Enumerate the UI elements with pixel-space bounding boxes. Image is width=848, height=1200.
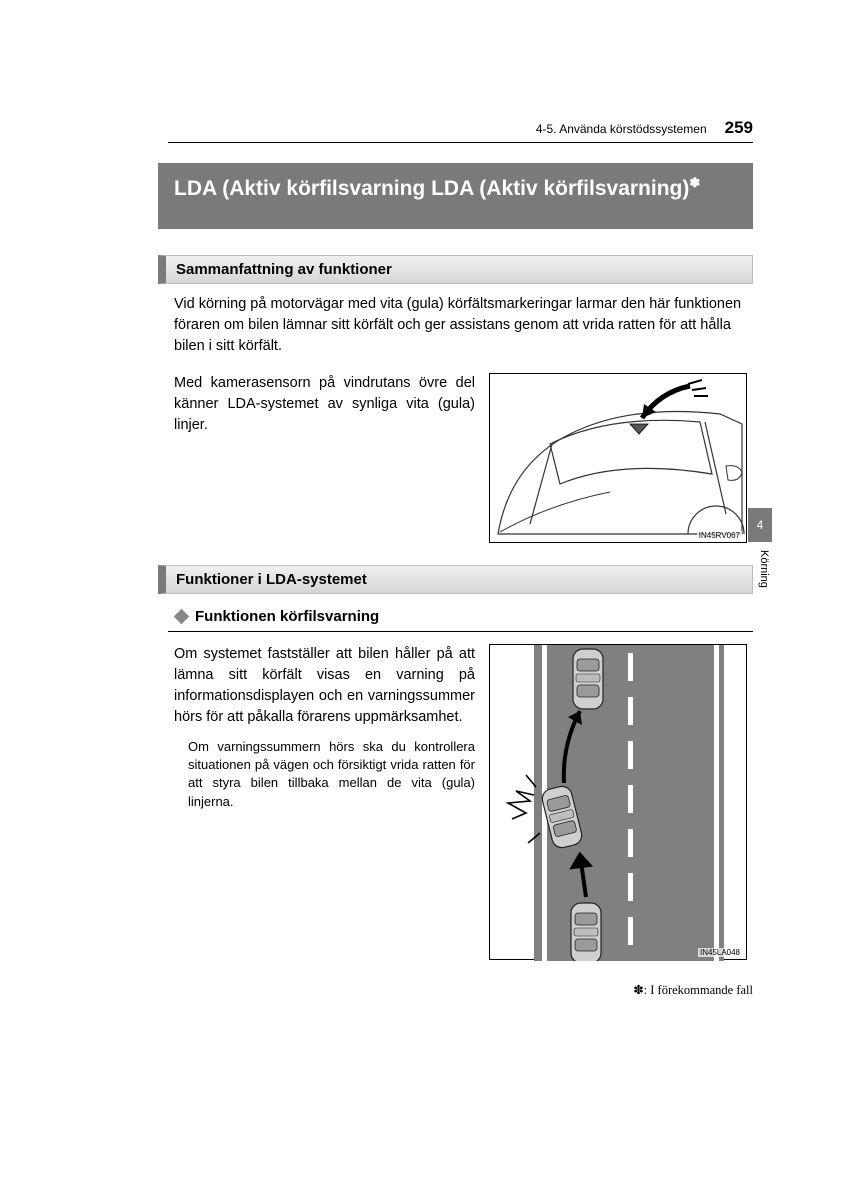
page-number: 259 [725,118,753,138]
diamond-bullet-icon [174,609,190,625]
chapter-title-block: LDA (Aktiv körfilsvarning LDA (Aktiv kör… [158,163,753,229]
side-tab-label: Körning [758,550,770,588]
lane-warning-text-col: Om systemet fastställer att bilen håller… [174,644,475,960]
chapter-title: LDA (Aktiv körfilsvarning LDA (Aktiv kör… [174,175,737,202]
footnote-marker: ✽ [689,175,700,190]
side-tab-number: 4 [757,518,764,532]
intro-paragraph: Vid körning på motorvägar med vita (gula… [174,294,747,357]
subsection-heading-text: Funktionen körfilsvarning [195,608,379,625]
lane-warning-row: Om systemet fastställer att bilen håller… [174,644,747,960]
section-heading-summary: Sammanfattning av funktioner [158,255,753,284]
side-tab: 4 [748,508,772,542]
section-path: 4-5. Använda körstödssystemen [536,122,707,136]
section-heading-functions: Funktioner i LDA-systemet [158,565,753,594]
camera-text: Med kamerasensorn på vindrutans övre del… [174,373,475,543]
camera-row: Med kamerasensorn på vindrutans övre del… [174,373,747,543]
footnote: ✽: I förekommande fall [168,982,753,998]
footnote-text: ✽: I förekommande fall [633,983,753,997]
figure-code-2: IN45LA048 [698,948,742,957]
figure-code-1: IN45RV067 [697,531,742,540]
chapter-title-text: LDA (Aktiv körfilsvarning LDA (Aktiv kör… [174,177,689,200]
figure-lane-departure: IN45LA048 [489,644,747,960]
page-header: 4-5. Använda körstödssystemen 259 [168,118,753,143]
lane-warning-subtext: Om varningssummern hörs ska du kontrolle… [174,738,475,811]
lane-warning-body: Om systemet fastställer att bilen håller… [174,644,475,728]
subsection-heading: Funktionen körfilsvarning [168,604,753,632]
figure-windshield-camera: IN45RV067 [489,373,747,543]
